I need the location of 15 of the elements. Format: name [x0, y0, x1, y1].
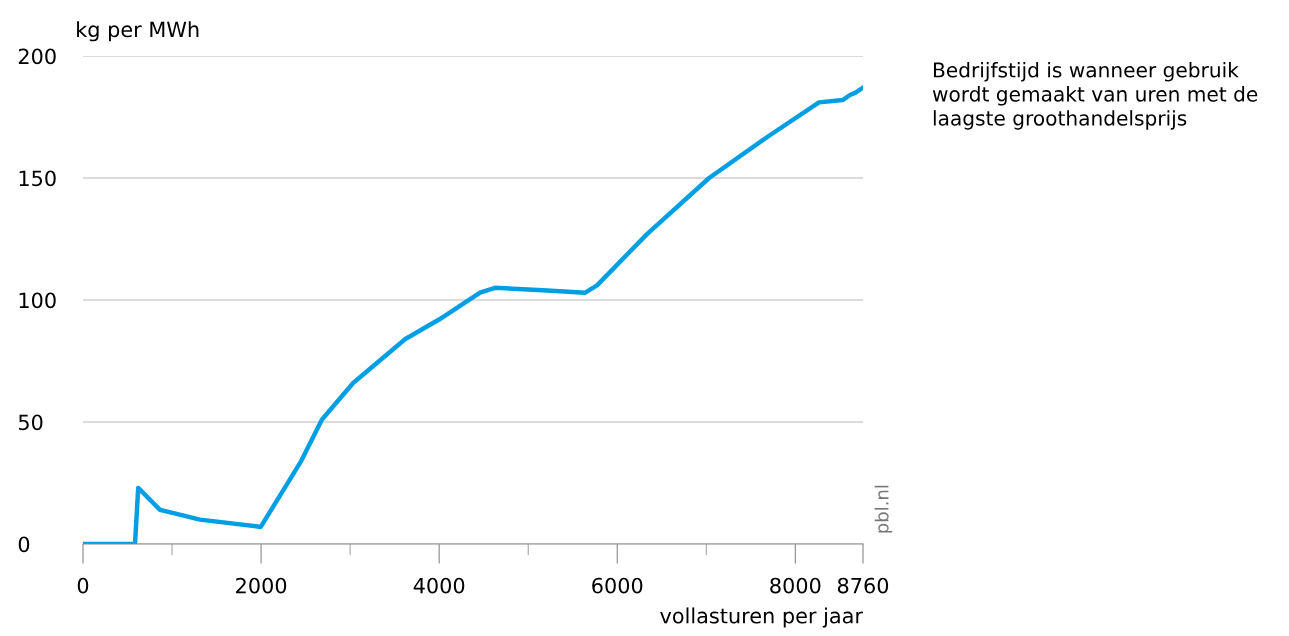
text: pbl.nl	[874, 485, 893, 533]
text: Bedrijfstijd is wanneer gebruik wordt gemaakt van uren met de laagste groothandelsprijs	[932, 62, 1258, 130]
x-tick-label: 0	[77, 577, 89, 594]
x-axis-title: vollasturen per jaar	[660, 607, 863, 628]
y-tick-label: 100	[19, 292, 56, 309]
y-axis-title: kg per MWh	[77, 21, 199, 42]
y-tick-label: 200	[18, 48, 56, 65]
y-tick-label: 0	[18, 536, 30, 553]
y-tick-label: 50	[18, 414, 43, 431]
x-tick-label: 4000	[413, 577, 465, 594]
x-tick-label: 6000	[592, 577, 643, 594]
x-tick-label: 2000	[236, 577, 287, 594]
y-tick-label: 150	[19, 170, 56, 187]
x-tick-label: 8760	[837, 577, 889, 594]
x-tick-label: 8000	[770, 577, 821, 594]
